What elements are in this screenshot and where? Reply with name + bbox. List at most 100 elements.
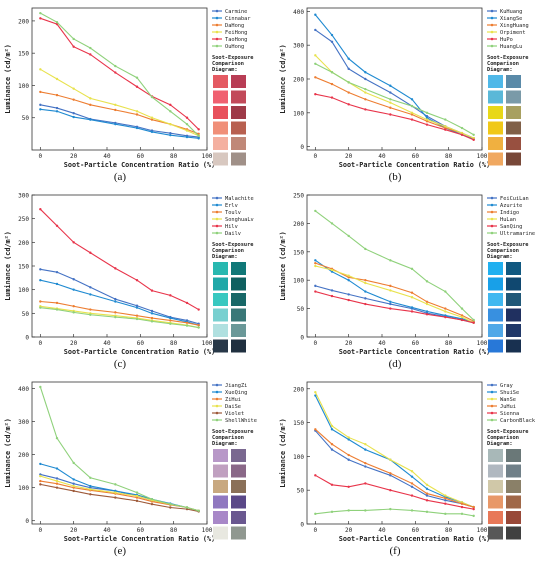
data-point [39,462,42,466]
x-tick-label: 0 [39,153,43,160]
data-point [135,279,139,282]
data-point [330,428,334,431]
data-point [72,486,75,489]
data-point [39,385,42,389]
data-point [89,308,92,311]
data-point [425,310,429,313]
swatch-clean [488,293,503,306]
swatch-clean [213,262,228,275]
x-tick-label: 60 [137,340,145,347]
data-point [425,483,429,486]
x-tick-label: 0 [39,527,43,534]
swatch-title-2: Comparison [487,435,519,441]
y-tick-label: 200 [18,452,29,459]
data-point [330,443,334,446]
legend-marker [215,231,219,235]
swatch-sooted [231,277,246,291]
data-point [39,11,42,15]
data-point [389,91,392,94]
data-point [72,482,75,485]
data-point [425,116,429,120]
data-point [135,110,139,113]
y-axis-label: Luminance (cd/m²) [279,418,287,488]
x-tick-label: 60 [412,527,420,534]
data-point [330,510,334,514]
y-tick-label: 150 [293,420,304,427]
data-point [410,306,414,309]
data-point [444,128,447,131]
data-point [72,484,75,488]
legend-label: SanQing [500,224,522,230]
y-tick-label: 200 [293,221,304,228]
x-axis-label: Soot-Particle Concentration Ratio (%) [64,535,215,543]
data-point [347,81,350,84]
series-line-wanse [314,391,474,508]
swatch-clean [488,449,503,462]
data-point [55,467,59,470]
data-point [72,305,75,308]
data-point [169,122,172,126]
swatch-clean [488,137,503,150]
data-point [410,482,414,485]
data-point [444,497,447,500]
x-tick-label: 80 [170,340,178,347]
data-point [330,222,334,225]
data-point [39,17,42,20]
legend-label: Toulv [225,210,241,216]
data-point [410,267,414,271]
data-point [39,279,42,282]
legend-label: Indigo [500,210,519,216]
x-tick-label: 60 [412,340,420,347]
swatch-title-1: Soot-Exposure [487,429,528,435]
swatch-sooted [506,262,521,275]
data-point [314,264,317,268]
data-point [55,479,59,483]
x-tick-label: 20 [345,527,353,534]
data-point [114,315,117,319]
data-point [410,509,414,512]
swatch-title-3: Diagram: [212,254,238,260]
data-point [89,486,92,489]
data-point [410,113,414,116]
legend-marker [490,411,494,415]
swatch-clean [488,308,503,322]
data-point [425,280,429,283]
data-point [330,96,334,99]
data-point [114,496,117,499]
data-point [389,289,392,292]
swatch-title-3: Diagram: [212,441,238,447]
x-tick-label: 100 [477,340,488,347]
data-point [330,268,334,272]
legend-label: HuangLu [500,44,522,50]
legend-marker [215,390,219,394]
data-point [89,488,92,491]
legend-marker [490,231,494,235]
swatch-sooted [506,339,521,353]
data-point [197,137,200,140]
data-point [347,298,350,302]
data-point [169,506,172,509]
data-point [72,37,75,41]
data-point [425,494,429,497]
data-point [410,475,414,478]
swatch-clean [213,293,228,306]
legend-label: Carmine [225,9,247,15]
data-point [39,268,42,271]
x-tick-label: 40 [378,527,386,534]
series-line-erlv [40,279,199,326]
legend-label: Orpiment [500,30,526,36]
swatch-clean [488,324,503,337]
data-point [55,477,59,480]
swatch-title-2: Comparison [487,248,519,254]
y-tick-label: 100 [293,454,304,461]
data-point [89,293,92,296]
data-point [347,453,350,457]
data-point [425,118,429,121]
legend-label: WanSe [500,397,516,403]
data-point [389,507,392,511]
data-point [460,318,464,322]
data-point [460,315,464,319]
swatch-sooted [506,464,521,478]
